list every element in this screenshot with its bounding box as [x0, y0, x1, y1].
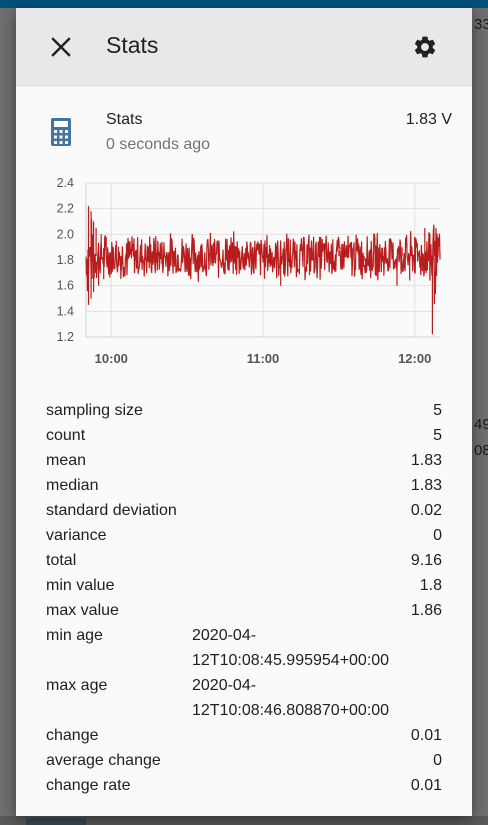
- attribute-value: 0.01: [410, 727, 442, 744]
- dialog-title: Stats: [106, 32, 159, 58]
- attribute-row: change rate 0.01: [46, 773, 442, 798]
- attribute-key: change rate: [46, 777, 131, 794]
- attribute-row: max age 2020-04- 12T10:08:46.808870+00:00: [46, 673, 442, 723]
- attribute-value: 1.8: [419, 577, 442, 594]
- attribute-key: variance: [46, 527, 107, 544]
- attribute-key: median: [46, 477, 99, 494]
- attribute-row: median 1.83: [46, 473, 442, 498]
- attribute-value: 1.83: [410, 452, 442, 469]
- background-text: 49:: [474, 416, 488, 433]
- attribute-key: sampling size: [46, 402, 143, 419]
- attribute-value: 2020-04- 12T10:08:45.995954+00:00: [192, 627, 390, 669]
- attributes-list: sampling size 5 count 5 mean 1.83 median 1.83 st…: [46, 398, 442, 798]
- more-info-dialog: Stats Stats 0 seconds ago 1.83 V 1.2 1.4 1…: [16, 8, 472, 816]
- background-text: 08: [474, 442, 488, 459]
- attribute-value: 2020-04- 12T10:08:46.808870+00:00: [192, 677, 390, 719]
- attribute-key: max value: [46, 602, 119, 619]
- attribute-value: 0: [433, 527, 442, 544]
- attribute-row: count 5: [46, 423, 442, 448]
- y-tick-label: 1.4: [57, 304, 74, 318]
- attribute-row: change 0.01: [46, 723, 442, 748]
- y-tick-label: 1.2: [57, 330, 74, 344]
- background-footer: [0, 816, 488, 825]
- gear-icon: [414, 36, 436, 58]
- attribute-key: min age: [46, 627, 103, 644]
- background-text: 33: [474, 16, 488, 33]
- attribute-key: standard deviation: [46, 502, 177, 519]
- attribute-row: mean 1.83: [46, 448, 442, 473]
- attribute-row: max value 1.86: [46, 598, 442, 623]
- attribute-key: mean: [46, 452, 87, 469]
- last-changed: 0 seconds ago: [106, 136, 211, 153]
- entity-name: Stats: [106, 111, 143, 128]
- close-icon: [51, 37, 71, 57]
- y-tick-label: 2.2: [57, 202, 74, 216]
- attribute-key: average change: [46, 752, 161, 769]
- attribute-value: 5: [433, 427, 442, 444]
- x-tick-label: 12:00: [398, 351, 431, 366]
- history-chart-svg: 1.2 1.4 1.6 1.8 2.0 2.2 2.4 10:00 11:00 12:00: [57, 176, 441, 366]
- attribute-key: min value: [46, 577, 115, 594]
- series-line: [85, 206, 441, 335]
- attribute-value: 1.86: [410, 602, 442, 619]
- y-tick-label: 1.8: [57, 253, 74, 267]
- attribute-value: 9.16: [410, 552, 442, 569]
- x-tick-label: 11:00: [247, 351, 280, 366]
- attribute-value: 0.01: [410, 777, 442, 794]
- attribute-key: count: [46, 427, 86, 444]
- y-tick-label: 1.6: [57, 279, 74, 293]
- attribute-row: min age 2020-04- 12T10:08:45.995954+00:00: [46, 623, 442, 673]
- attribute-row: average change 0: [46, 748, 442, 773]
- attribute-value: 0.02: [410, 502, 442, 519]
- history-chart: 1.2 1.4 1.6 1.8 2.0 2.2 2.4 10:00 11:00 12:00: [16, 173, 472, 383]
- attribute-key: max age: [46, 677, 108, 694]
- attribute-row: standard deviation 0.02: [46, 498, 442, 523]
- attribute-key: total: [46, 552, 77, 569]
- attribute-value: 5: [433, 402, 442, 419]
- attribute-value: 1.83: [410, 477, 442, 494]
- app-header-bar: [0, 0, 488, 8]
- attribute-row: sampling size 5: [46, 398, 442, 423]
- entity-state: 1.83 V: [405, 111, 452, 128]
- y-tick-label: 2.0: [57, 227, 74, 241]
- attribute-value: 0: [433, 752, 442, 769]
- attribute-row: min value 1.8: [46, 573, 442, 598]
- x-tick-label: 10:00: [95, 351, 128, 366]
- y-tick-label: 2.4: [57, 176, 74, 190]
- settings-button[interactable]: [408, 30, 442, 64]
- entity-row: Stats 0 seconds ago 1.83 V: [16, 103, 472, 163]
- attribute-key: change: [46, 727, 99, 744]
- calculator-icon: [51, 118, 71, 146]
- dialog-header: Stats: [16, 8, 472, 87]
- close-button[interactable]: [44, 30, 78, 64]
- attribute-row: total 9.16: [46, 548, 442, 573]
- attribute-row: variance 0: [46, 523, 442, 548]
